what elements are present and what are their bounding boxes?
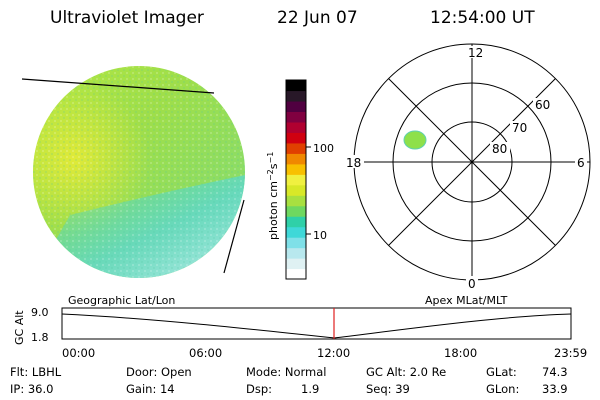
gain-readout: Gain: 14 xyxy=(126,382,175,396)
date-readout: 22 Jun 07 xyxy=(277,8,358,28)
dsp-label: Dsp: xyxy=(246,382,273,396)
auroral-patch xyxy=(403,130,427,150)
glat-value: 74.3 xyxy=(542,365,568,379)
colorbar-segment xyxy=(286,142,306,154)
horizon-line-right xyxy=(223,199,245,274)
x-tick-1800: 18:00 xyxy=(444,346,477,360)
colorbar-segment xyxy=(286,90,306,102)
lat-label-80: 80 xyxy=(492,142,507,156)
colorbar-segment xyxy=(286,80,306,92)
lat-label-60: 60 xyxy=(535,98,550,112)
mode-readout: Mode: Normal xyxy=(246,365,327,379)
mlt-label-0: 0 xyxy=(468,277,476,291)
mlt-label-18: 18 xyxy=(346,156,361,170)
y-tick-1: 1.8 xyxy=(31,331,49,344)
colorbar-segment xyxy=(286,121,306,133)
colorbar-segment xyxy=(286,226,306,238)
colorbar-tick-100: 100 xyxy=(313,142,334,155)
x-tick-0600: 06:00 xyxy=(189,346,222,360)
colorbar: 100 10 photon cm−2s−1 xyxy=(266,79,334,280)
altitude-curve xyxy=(61,313,572,339)
mlt-label-12: 12 xyxy=(468,46,483,60)
colorbar-segment xyxy=(286,205,306,217)
colorbar-segment xyxy=(286,268,306,280)
colorbar-label: photon cm−2s−1 xyxy=(266,152,280,240)
x-tick-0000: 00:00 xyxy=(62,346,95,360)
timeline-axis-title: GC Alt xyxy=(13,310,26,345)
colorbar-segment xyxy=(286,247,306,259)
mlt-label-6: 6 xyxy=(577,156,585,170)
timeline-right-label: Apex MLat/MLT xyxy=(425,294,508,307)
colorbar-segment xyxy=(286,195,306,207)
glon-label: GLon: xyxy=(486,382,520,396)
horizon-line-top xyxy=(21,78,215,94)
colorbar-segment xyxy=(286,111,306,123)
colorbar-segment xyxy=(286,100,306,113)
colorbar-segment xyxy=(286,132,306,144)
colorbar-segment xyxy=(286,153,306,165)
filter-readout: Flt: LBHL xyxy=(10,365,62,379)
timeline-left-label: Geographic Lat/Lon xyxy=(68,294,175,307)
glat-label: GLat: xyxy=(486,365,517,379)
lat-label-70: 70 xyxy=(512,121,527,135)
colorbar-segment xyxy=(286,216,306,228)
gc-alt-readout: GC Alt: 2.0 Re xyxy=(366,365,447,379)
app-title: Ultraviolet Imager xyxy=(50,8,204,28)
colorbar-segment xyxy=(286,174,306,186)
polar-plot: 12 0 18 6 60 70 80 xyxy=(344,43,591,291)
door-readout: Door: Open xyxy=(126,365,192,379)
altitude-timeline: Geographic Lat/Lon Apex MLat/MLT GC Alt … xyxy=(13,294,587,360)
colorbar-segment xyxy=(286,237,306,249)
time-readout: 12:54:00 UT xyxy=(430,8,535,28)
ip-readout: IP: 36.0 xyxy=(10,382,54,396)
x-tick-2359: 23:59 xyxy=(554,346,587,360)
dsp-value: 1.9 xyxy=(301,382,320,396)
y-tick-9: 9.0 xyxy=(31,306,49,319)
colorbar-segment xyxy=(286,258,306,270)
glon-value: 33.9 xyxy=(542,382,568,396)
seq-readout: Seq: 39 xyxy=(366,382,410,396)
uv-disk-image xyxy=(21,66,245,278)
x-tick-1200: 12:00 xyxy=(317,346,350,360)
colorbar-segment xyxy=(286,184,306,196)
colorbar-tick-10: 10 xyxy=(313,229,327,242)
colorbar-segment xyxy=(286,163,306,175)
